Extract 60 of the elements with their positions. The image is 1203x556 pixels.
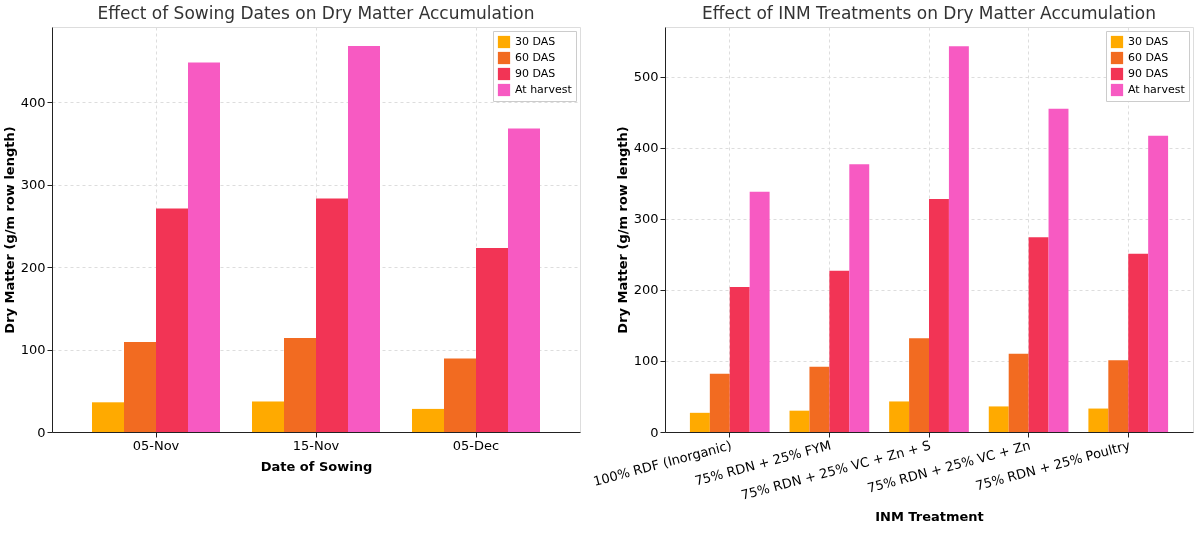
bar bbox=[1088, 408, 1109, 432]
bar bbox=[252, 401, 284, 432]
x-axis-title: Date of Sowing bbox=[260, 458, 373, 474]
bar bbox=[348, 45, 380, 432]
legend-label: 60 DAS bbox=[515, 51, 556, 64]
bar bbox=[789, 410, 810, 432]
bar bbox=[1028, 237, 1049, 432]
legend-label: At harvest bbox=[515, 83, 573, 96]
y-tick-label: 200 bbox=[633, 282, 659, 298]
y-tick-label: 100 bbox=[20, 342, 46, 358]
bar bbox=[1108, 360, 1129, 432]
y-tick-label: 500 bbox=[633, 69, 659, 85]
x-tick-label: 05-Dec bbox=[452, 437, 500, 453]
y-tick-label: 300 bbox=[20, 177, 46, 193]
y-tick-label: 0 bbox=[650, 424, 659, 440]
bar bbox=[988, 406, 1009, 432]
y-tick-label: 0 bbox=[37, 424, 46, 440]
bar bbox=[476, 248, 508, 432]
legend-label: 90 DAS bbox=[1128, 67, 1169, 80]
bar bbox=[412, 408, 444, 432]
legend-label: 60 DAS bbox=[1128, 51, 1169, 64]
bar bbox=[124, 342, 156, 432]
legend-label: At harvest bbox=[1128, 83, 1186, 96]
y-axis-title: Dry Matter (g/m row length) bbox=[614, 126, 630, 334]
bar bbox=[809, 366, 830, 432]
y-tick-label: 400 bbox=[633, 140, 659, 156]
bar bbox=[889, 401, 910, 432]
bar bbox=[929, 198, 949, 432]
bar bbox=[444, 358, 476, 432]
bar bbox=[92, 402, 124, 432]
bar bbox=[188, 62, 220, 432]
bar bbox=[909, 338, 929, 432]
x-tick-label: 05-Nov bbox=[132, 437, 180, 453]
legend-label: 90 DAS bbox=[515, 67, 556, 80]
y-tick-label: 200 bbox=[20, 259, 46, 275]
bar bbox=[709, 373, 730, 432]
chart-title: Effect of Sowing Dates on Dry Matter Accumulation bbox=[97, 3, 535, 23]
bar bbox=[1148, 135, 1169, 432]
x-tick-label: 15-Nov bbox=[292, 437, 340, 453]
x-axis-title: INM Treatment bbox=[875, 508, 984, 524]
bar bbox=[1128, 253, 1149, 432]
y-axis-title: Dry Matter (g/m row length) bbox=[1, 126, 17, 334]
bar bbox=[284, 337, 316, 432]
y-tick-label: 300 bbox=[633, 211, 659, 227]
chart-title: Effect of INM Treatments on Dry Matter Accumulation bbox=[702, 3, 1156, 23]
legend-label: 30 DAS bbox=[1128, 35, 1169, 48]
y-tick-label: 100 bbox=[633, 353, 659, 369]
bar bbox=[508, 128, 540, 432]
bar bbox=[156, 208, 188, 432]
bar bbox=[689, 412, 710, 432]
bar bbox=[829, 270, 850, 432]
bar bbox=[729, 287, 750, 432]
legend-label: 30 DAS bbox=[515, 35, 556, 48]
bar bbox=[316, 198, 348, 432]
bar bbox=[749, 191, 770, 432]
bar bbox=[1008, 353, 1029, 432]
bar bbox=[849, 164, 870, 432]
y-tick-label: 400 bbox=[20, 94, 46, 110]
bar bbox=[1048, 108, 1069, 432]
bar bbox=[948, 46, 969, 432]
